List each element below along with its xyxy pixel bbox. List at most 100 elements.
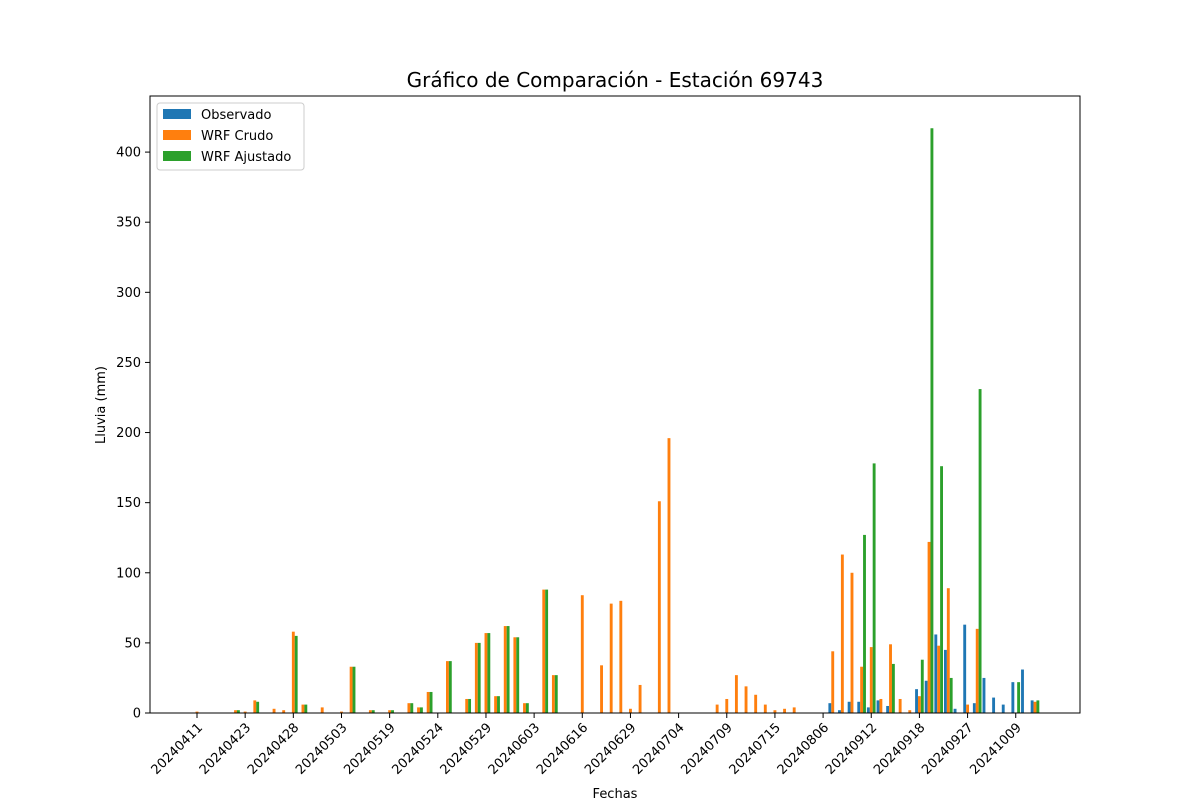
bar-observado xyxy=(944,649,947,713)
bar-wrf-crudo xyxy=(744,686,748,713)
bar-wrf-ajustado xyxy=(1036,700,1040,713)
legend-swatch xyxy=(163,151,191,161)
bar-wrf-crudo xyxy=(783,708,787,713)
bar-observado xyxy=(1011,682,1015,713)
bar-wrf-ajustado xyxy=(352,666,356,713)
legend-box xyxy=(156,102,305,171)
bar-wrf-ajustado xyxy=(930,128,934,713)
bar-wrf-crudo xyxy=(446,661,449,713)
bar-wrf-ajustado xyxy=(448,661,452,713)
bar-wrf-crudo xyxy=(234,710,237,713)
bar-wrf-crudo xyxy=(349,666,353,713)
bar-wrf-ajustado xyxy=(554,675,558,713)
bar-wrf-crudo xyxy=(600,665,603,713)
y-tick-label: 300 xyxy=(116,286,141,301)
bar-wrf-crudo xyxy=(301,704,305,713)
bar-wrf-crudo xyxy=(792,707,796,713)
x-tick-label: 20241009 xyxy=(967,720,1024,777)
bar-wrf-crudo xyxy=(272,708,276,713)
bar-wrf-crudo xyxy=(417,707,420,713)
bar-wrf-crudo xyxy=(879,698,883,713)
bar-wrf-crudo xyxy=(320,707,324,713)
bar-wrf-crudo xyxy=(465,698,469,713)
bar-wrf-ajustado xyxy=(978,389,982,713)
bar-wrf-ajustado xyxy=(506,626,510,713)
y-axis: 0 50 100 150 200 250 300 350 400 xyxy=(116,146,150,722)
bar-wrf-crudo xyxy=(368,710,372,713)
bar-wrf-ajustado xyxy=(525,703,529,713)
legend-label: WRF Crudo xyxy=(201,129,273,144)
y-tick-label: 250 xyxy=(116,356,141,371)
bar-observado xyxy=(934,634,938,713)
bar-observado xyxy=(1021,669,1024,713)
bar-wrf-crudo xyxy=(551,675,555,713)
bar-wrf-ajustado xyxy=(487,633,491,713)
bar-wrf-crudo xyxy=(282,710,286,713)
bar-wrf-ajustado xyxy=(497,696,500,713)
y-tick-label: 350 xyxy=(116,216,141,231)
bar-observado xyxy=(992,697,996,713)
legend-swatch xyxy=(163,130,191,140)
bar-wrf-crudo xyxy=(869,647,873,713)
bar-wrf-crudo xyxy=(195,711,199,713)
bar-wrf-ajustado xyxy=(419,707,423,713)
bar-wrf-ajustado xyxy=(468,698,472,713)
bar-wrf-crudo xyxy=(975,628,979,713)
y-tick-label: 200 xyxy=(116,426,141,441)
bar-wrf-crudo xyxy=(937,645,941,713)
bar-wrf-crudo xyxy=(927,541,931,713)
bar-wrf-crudo xyxy=(725,698,729,713)
bar-observado xyxy=(886,705,890,713)
bar-observado xyxy=(838,710,841,713)
bar-wrf-crudo xyxy=(831,651,835,713)
bar-wrf-crudo xyxy=(715,704,719,713)
y-axis-label: Lluvia (mm) xyxy=(94,366,109,444)
bar-wrf-crudo xyxy=(898,698,902,713)
y-tick-label: 400 xyxy=(116,146,141,161)
bar-wrf-ajustado xyxy=(516,637,520,713)
y-tick-label: 100 xyxy=(116,566,141,581)
bar-wrf-crudo xyxy=(503,626,507,713)
bar-observado xyxy=(982,677,986,713)
x-axis-label: Fechas xyxy=(593,787,638,800)
bar-observado xyxy=(924,680,928,713)
bar-wrf-crudo xyxy=(734,675,738,713)
legend-swatch xyxy=(163,109,191,119)
bar-wrf-crudo xyxy=(629,708,632,713)
legend: Observado WRF Crudo WRF Ajustado xyxy=(156,102,305,171)
bar-wrf-crudo xyxy=(542,589,546,713)
bar-wrf-crudo xyxy=(850,572,854,713)
y-tick-label: 0 xyxy=(133,707,141,722)
x-axis: 2024041120240423202404282024050320240519… xyxy=(149,713,1025,778)
bar-observado xyxy=(1001,704,1005,713)
bar-wrf-crudo xyxy=(638,684,642,713)
bar-wrf-crudo xyxy=(860,666,864,713)
bar-wrf-crudo xyxy=(1033,701,1037,713)
bar-wrf-crudo xyxy=(763,704,767,713)
bar-wrf-ajustado xyxy=(410,703,414,713)
bar-wrf-crudo xyxy=(889,644,892,713)
bar-observado xyxy=(953,708,957,713)
bar-wrf-ajustado xyxy=(872,463,876,713)
bar-wrf-crudo xyxy=(513,637,517,713)
bar-wrf-crudo xyxy=(773,710,777,713)
legend-label: Observado xyxy=(201,108,272,123)
bar-wrf-ajustado xyxy=(236,710,240,713)
bar-wrf-ajustado xyxy=(920,659,924,713)
bar-wrf-crudo xyxy=(407,703,411,713)
bar-wrf-ajustado xyxy=(294,635,298,714)
bar-wrf-crudo xyxy=(243,711,247,713)
bar-observado xyxy=(915,689,918,713)
bar-wrf-ajustado xyxy=(1017,682,1021,713)
bar-wrf-crudo xyxy=(484,633,488,713)
bar-observado xyxy=(857,701,861,713)
bar-wrf-crudo xyxy=(340,711,343,713)
bar-wrf-crudo xyxy=(494,696,498,713)
plot-frame xyxy=(149,95,1081,714)
bar-wrf-crudo xyxy=(474,642,478,713)
bar-observado xyxy=(1030,700,1034,713)
bar-wrf-crudo xyxy=(609,603,613,713)
bar-wrf-crudo xyxy=(253,700,257,713)
bar-wrf-ajustado xyxy=(256,701,260,713)
bar-wrf-ajustado xyxy=(545,589,549,713)
